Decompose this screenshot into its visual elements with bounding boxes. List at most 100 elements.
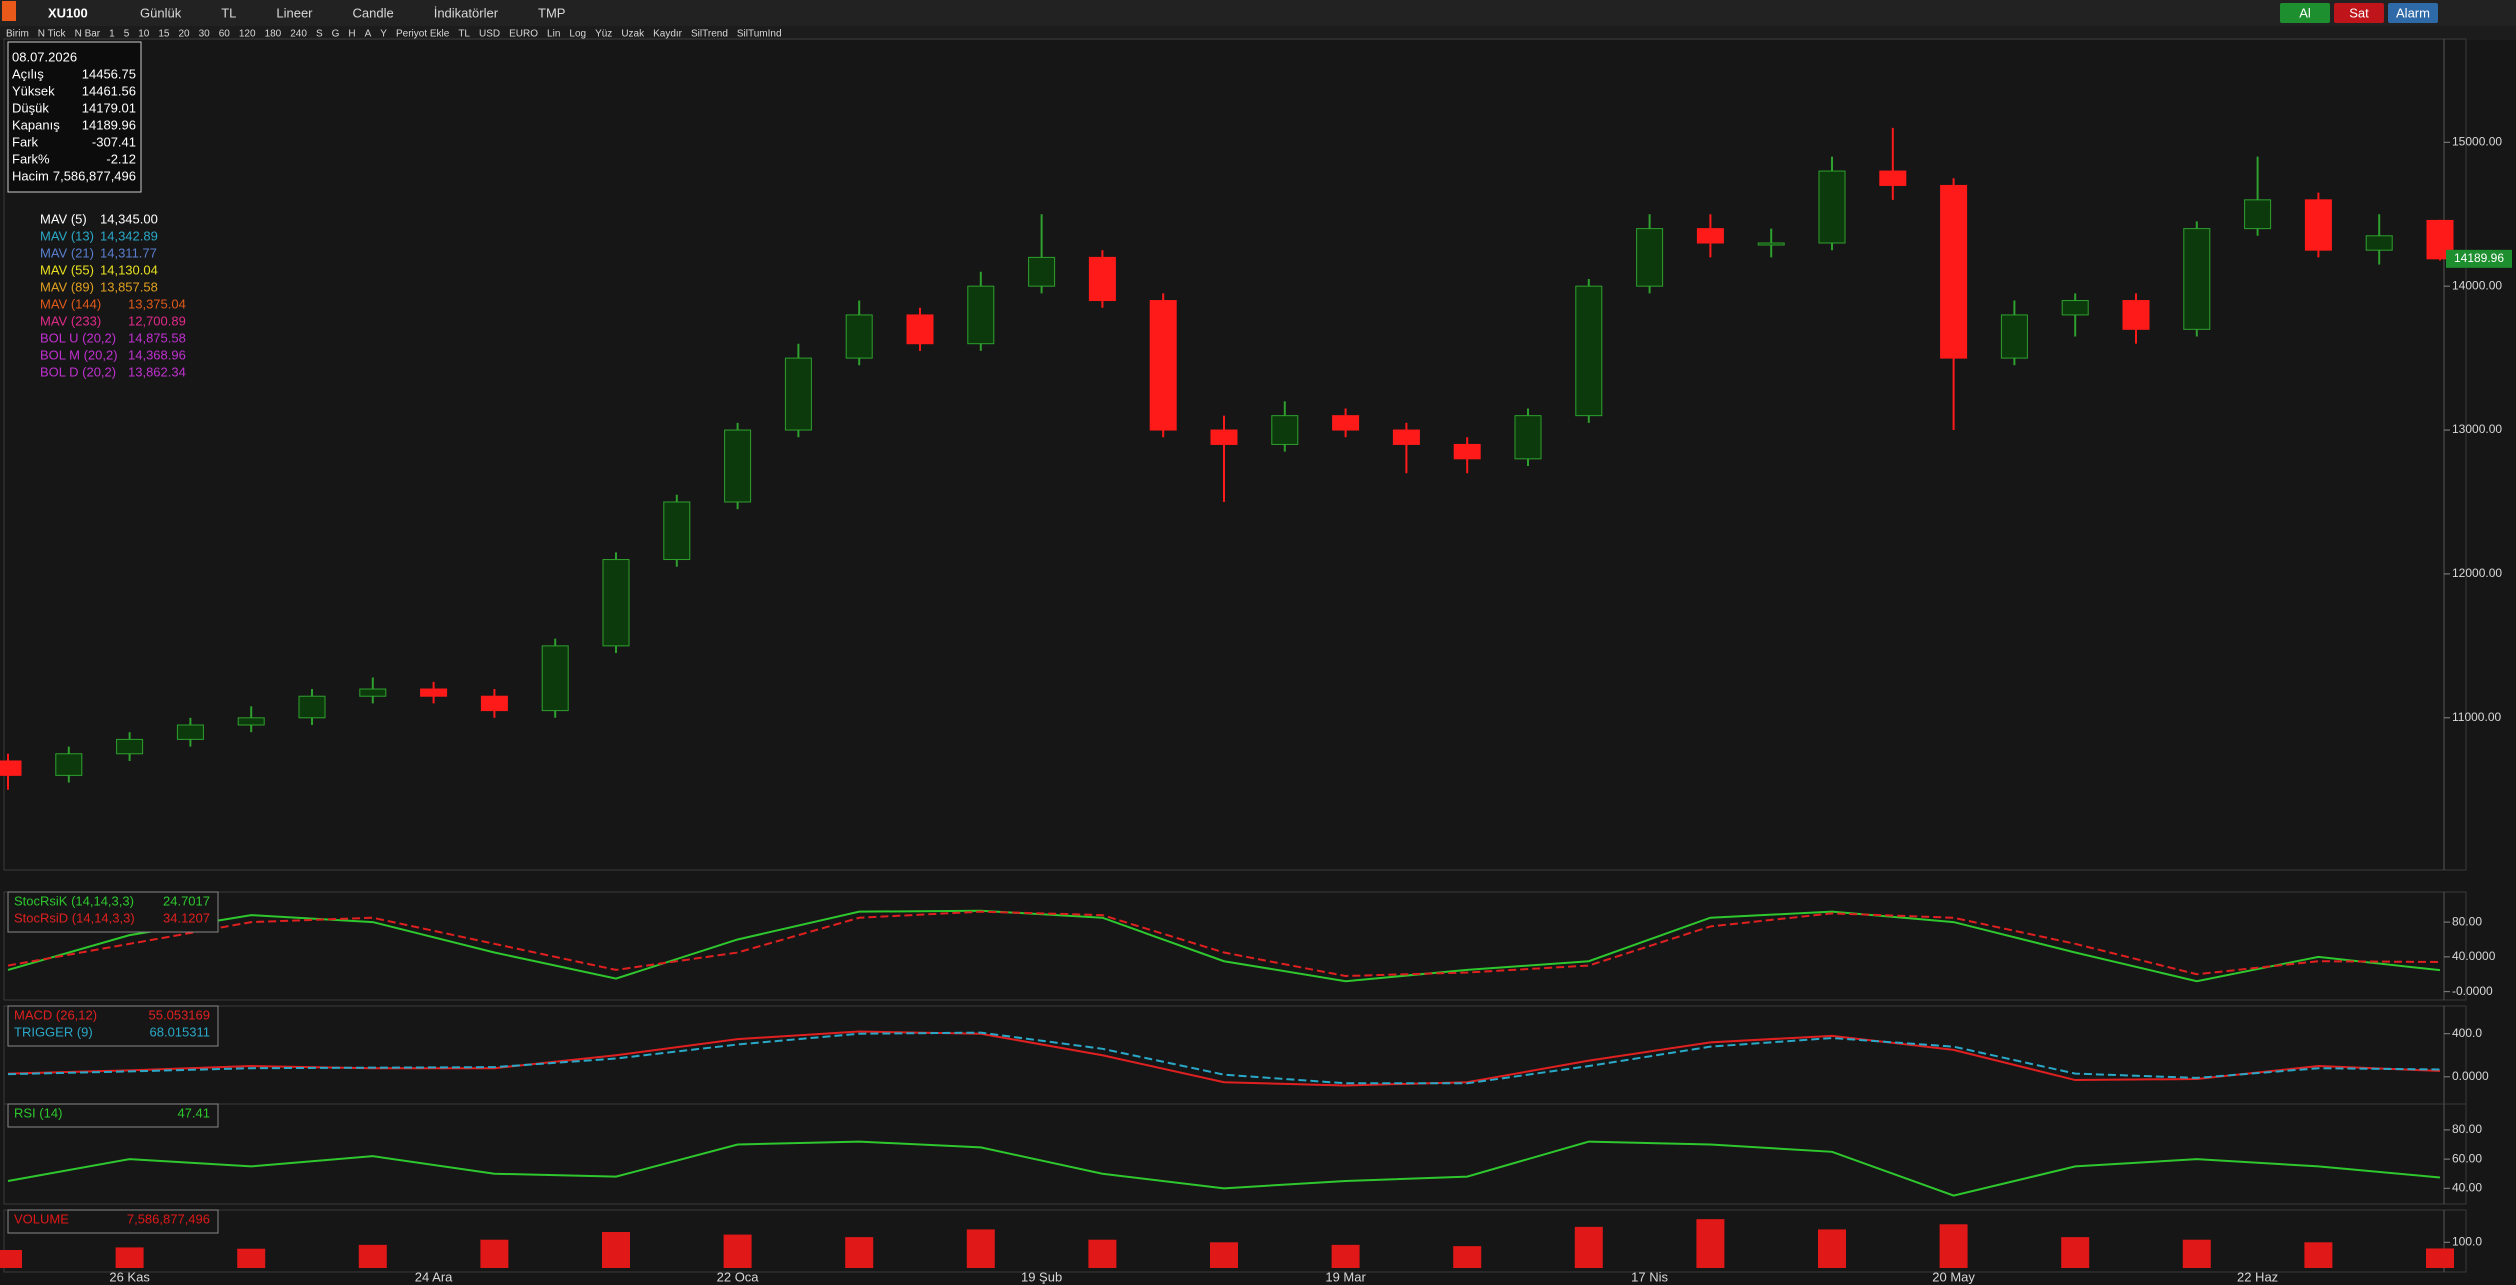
legend-name[interactable]: MAV (233) [40,313,101,328]
toolbar-option[interactable]: Birim [6,29,29,40]
toolbar-option[interactable]: S [316,29,323,40]
y-tick-label: -0.0000 [2452,984,2493,998]
indicator-name: StocRsiK (14,14,3,3) [14,893,134,908]
candle-body [1940,184,1968,359]
toolbar-option[interactable]: USD [479,29,500,40]
toolbar-button[interactable] [2334,3,2384,23]
toolbar-option[interactable]: 1 [109,29,115,40]
toolbar-button[interactable] [2388,3,2438,23]
legend-value: 12,700.89 [128,313,186,328]
volume-bar [602,1232,630,1268]
y-tick-label: 13000.00 [2452,422,2502,436]
toolbar-option[interactable]: N Tick [38,29,67,40]
toolbar-item[interactable]: Lineer [276,5,313,20]
toolbar-option[interactable]: SilTumInd [737,29,782,40]
candle-body [0,760,22,776]
x-tick-label: 22 Oca [717,1269,760,1284]
toolbar-option[interactable]: TL [458,29,470,40]
candle-body [1271,415,1299,445]
toolbar-button-label[interactable]: Sat [2349,5,2369,20]
candle-body [359,688,387,697]
legend-name[interactable]: MAV (55) [40,262,94,277]
toolbar-option[interactable]: EURO [509,29,538,40]
y-tick-label: 80.00 [2452,914,2482,928]
candle-body [55,753,83,776]
indicator-name: StocRsiD (14,14,3,3) [14,910,135,925]
candle-body [845,314,873,359]
toolbar-option[interactable]: H [348,29,355,40]
toolbar-option[interactable]: 5 [124,29,130,40]
info-box [7,41,142,193]
candle-body [1818,170,1846,244]
toolbar-option[interactable]: Kaydır [653,29,683,40]
candle-body [116,738,144,755]
y-tick-label: 11000.00 [2452,710,2501,724]
y-tick-label: 40.0000 [2452,949,2496,963]
toolbar-button-label[interactable]: Al [2299,5,2311,20]
legend-value: 14,875.58 [128,330,186,345]
toolbar-option[interactable]: Y [380,29,387,40]
toolbar-option[interactable]: SilTrend [691,29,728,40]
candle-body [1879,170,1907,186]
toolbar-option[interactable]: 180 [265,29,282,40]
indicator-legend [7,1209,219,1234]
candle-body [1636,228,1664,287]
candle-body [480,695,508,712]
legend-name[interactable]: MAV (144) [40,296,101,311]
candle-body [1392,429,1420,445]
legend-name[interactable]: MAV (21) [40,245,94,260]
candle-body [602,559,630,647]
legend-value: 13,857.58 [100,279,158,294]
toolbar-option[interactable]: Log [569,29,586,40]
legend-name[interactable]: BOL M (20,2) [40,347,118,362]
legend-name[interactable]: BOL U (20,2) [40,330,116,345]
toolbar-option[interactable]: 15 [158,29,170,40]
info-value: -307.41 [92,134,136,149]
toolbar-button[interactable] [2280,3,2330,23]
toolbar-item[interactable]: İndikatörler [434,5,499,20]
legend-value: 13,862.34 [128,364,186,379]
symbol[interactable]: XU100 [48,5,88,20]
volume-bar [2304,1242,2333,1268]
toolbar-option[interactable]: 60 [219,29,231,40]
indicator-legend [7,1103,219,1128]
y-tick-label: 80.00 [2452,1122,2482,1136]
candle-body [1210,429,1238,445]
toolbar-option[interactable]: Lin [547,29,560,40]
toolbar-option[interactable]: 240 [290,29,307,40]
volume-bar [1453,1246,1482,1268]
candle-body [724,429,752,503]
toolbar-option[interactable]: 20 [179,29,191,40]
volume-bar [1088,1239,1117,1268]
legend-name[interactable]: MAV (5) [40,211,87,226]
toolbar-option[interactable]: A [365,29,372,40]
indicator-value: 7,586,877,496 [127,1211,210,1226]
toolbar-item[interactable]: Günlük [140,5,182,20]
toolbar-button-label[interactable]: Alarm [2396,5,2430,20]
toolbar-option[interactable]: N Bar [75,29,101,40]
toolbar-option[interactable]: Uzak [621,29,645,40]
toolbar-item[interactable]: TL [221,5,236,20]
legend-name[interactable]: BOL D (20,2) [40,364,116,379]
candle-body [2365,235,2393,251]
candle-body [1453,443,1481,460]
candle-body [1149,300,1177,431]
info-label: Kapanış [12,117,60,132]
candle-body [298,695,326,719]
toolbar-option[interactable]: 30 [199,29,211,40]
toolbar-item[interactable]: TMP [538,5,565,20]
toolbar-option[interactable]: Yüz [595,29,612,40]
legend-name[interactable]: MAV (13) [40,228,94,243]
volume-bar [845,1237,874,1268]
toolbar-item[interactable]: Candle [353,5,394,20]
candle-body [1088,256,1116,302]
toolbar-option[interactable]: 10 [138,29,150,40]
y-tick-label: 40.00 [2452,1180,2482,1194]
indicator-name: VOLUME [14,1211,69,1226]
toolbar-option[interactable]: Periyot Ekle [396,29,450,40]
toolbar-option[interactable]: G [332,29,340,40]
legend-name[interactable]: MAV (89) [40,279,94,294]
info-label: Yüksek [12,83,55,98]
y-tick-label: 60.00 [2452,1151,2482,1165]
toolbar-option[interactable]: 120 [239,29,256,40]
